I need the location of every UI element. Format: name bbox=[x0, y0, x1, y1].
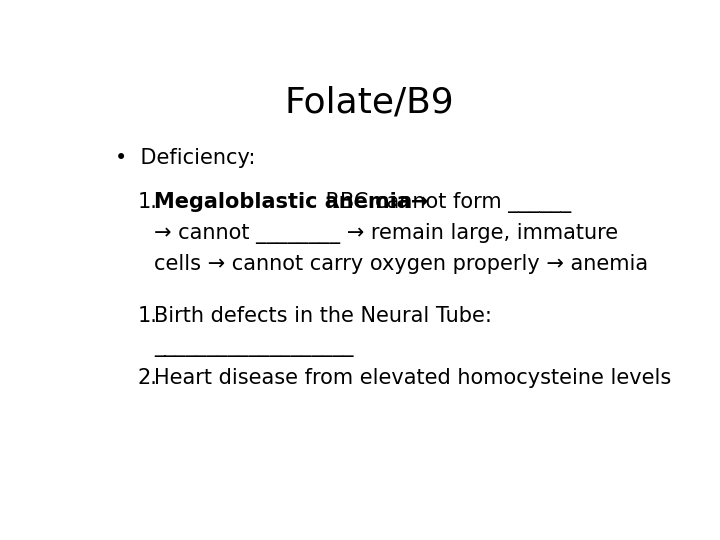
Text: Folate/B9: Folate/B9 bbox=[284, 85, 454, 119]
Text: ___________________: ___________________ bbox=[154, 337, 354, 357]
Text: •  Deficiency:: • Deficiency: bbox=[115, 148, 256, 168]
Text: cells → cannot carry oxygen properly → anemia: cells → cannot carry oxygen properly → a… bbox=[154, 254, 648, 274]
Text: Megaloblastic anemia→: Megaloblastic anemia→ bbox=[154, 192, 428, 212]
Text: RBC cannot form ______: RBC cannot form ______ bbox=[319, 192, 571, 213]
Text: 2.: 2. bbox=[138, 368, 157, 388]
Text: Heart disease from elevated homocysteine levels: Heart disease from elevated homocysteine… bbox=[154, 368, 672, 388]
Text: 1.: 1. bbox=[138, 192, 157, 212]
Text: 1.: 1. bbox=[138, 306, 157, 326]
Text: Birth defects in the Neural Tube:: Birth defects in the Neural Tube: bbox=[154, 306, 492, 326]
Text: → cannot ________ → remain large, immature: → cannot ________ → remain large, immatu… bbox=[154, 223, 618, 244]
